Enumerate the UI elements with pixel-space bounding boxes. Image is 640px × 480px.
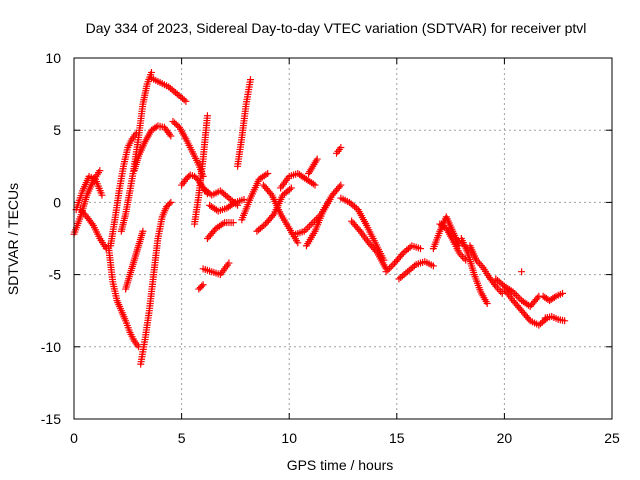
data-point <box>518 268 526 276</box>
data-point <box>385 264 393 272</box>
data-point <box>167 132 175 140</box>
data-point <box>512 291 520 299</box>
data-point <box>294 239 302 247</box>
data-point <box>287 184 295 192</box>
data-point <box>182 97 190 105</box>
data-point <box>230 200 238 208</box>
data-point <box>511 290 519 298</box>
data-point <box>240 196 248 204</box>
data-point <box>305 222 313 230</box>
data-point <box>225 259 233 267</box>
data-point <box>458 253 466 261</box>
data-point <box>525 315 533 323</box>
y-tick-label: 5 <box>53 122 61 138</box>
data-markers <box>70 68 569 368</box>
plot-frame <box>73 57 613 420</box>
data-point <box>219 220 227 228</box>
data-point <box>559 289 567 297</box>
data-point <box>384 266 392 274</box>
data-point <box>139 227 147 235</box>
data-point <box>429 262 437 270</box>
y-tick-label: 0 <box>53 194 61 210</box>
data-point <box>152 123 160 131</box>
data-point <box>199 281 207 289</box>
data-point <box>300 227 308 235</box>
data-point <box>311 181 319 189</box>
data-point <box>96 167 104 175</box>
data-point <box>229 219 237 227</box>
x-tick-labels: 0 5 10 15 20 25 <box>70 430 620 446</box>
data-point <box>88 220 96 228</box>
data-point <box>382 268 390 276</box>
data-point <box>262 171 270 179</box>
data-point <box>313 155 321 163</box>
x-tick-label: 15 <box>389 430 405 446</box>
data-point <box>246 76 254 84</box>
data-point <box>267 189 275 197</box>
y-tick-label: 10 <box>45 50 61 66</box>
data-point <box>309 180 317 188</box>
data-point <box>387 263 395 271</box>
data-point <box>533 294 541 302</box>
x-tick-label: 0 <box>70 430 78 446</box>
data-point <box>491 280 499 288</box>
data-point <box>514 293 522 301</box>
y-tick-label: -5 <box>49 267 62 283</box>
data-point <box>416 245 424 253</box>
data-point <box>286 185 294 193</box>
x-tick-label: 5 <box>178 430 186 446</box>
data-point <box>389 261 397 269</box>
x-tick-label: 25 <box>604 430 620 446</box>
data-point <box>165 200 173 208</box>
data-point <box>302 226 310 234</box>
data-point <box>166 130 174 138</box>
data-point <box>78 207 86 215</box>
y-tick-label: -10 <box>41 339 61 355</box>
data-point <box>561 317 569 325</box>
data-point <box>550 293 558 301</box>
data-point <box>304 224 312 232</box>
data-point <box>269 212 277 220</box>
data-point <box>406 243 414 251</box>
data-point <box>260 222 268 230</box>
data-point <box>167 198 175 206</box>
data-point <box>98 191 106 199</box>
y-tick-labels: 10 5 0 -5 -10 -15 <box>41 50 61 427</box>
data-point <box>509 288 517 296</box>
data-point <box>398 251 406 259</box>
plot-grid <box>74 58 612 419</box>
data-point <box>495 286 503 294</box>
data-point <box>337 181 345 189</box>
x-axis-label: GPS time / hours <box>287 457 394 473</box>
data-point <box>198 282 206 290</box>
data-point <box>355 226 363 234</box>
chart-title: Day 334 of 2023, Sidereal Day-to-day VTE… <box>86 20 587 36</box>
data-point <box>203 112 211 120</box>
data-point <box>264 170 272 178</box>
y-tick-label: -15 <box>41 411 61 427</box>
x-tick-label: 10 <box>281 430 297 446</box>
data-point <box>483 299 491 307</box>
data-point <box>180 96 188 104</box>
data-point <box>410 262 418 270</box>
data-point <box>337 144 345 152</box>
data-point <box>335 183 343 191</box>
y-axis-label: SDTVAR / TECUs <box>5 183 21 295</box>
data-point <box>372 247 380 255</box>
data-point <box>307 220 315 228</box>
data-point <box>460 254 468 262</box>
x-tick-label: 20 <box>497 430 513 446</box>
data-point <box>476 260 484 268</box>
